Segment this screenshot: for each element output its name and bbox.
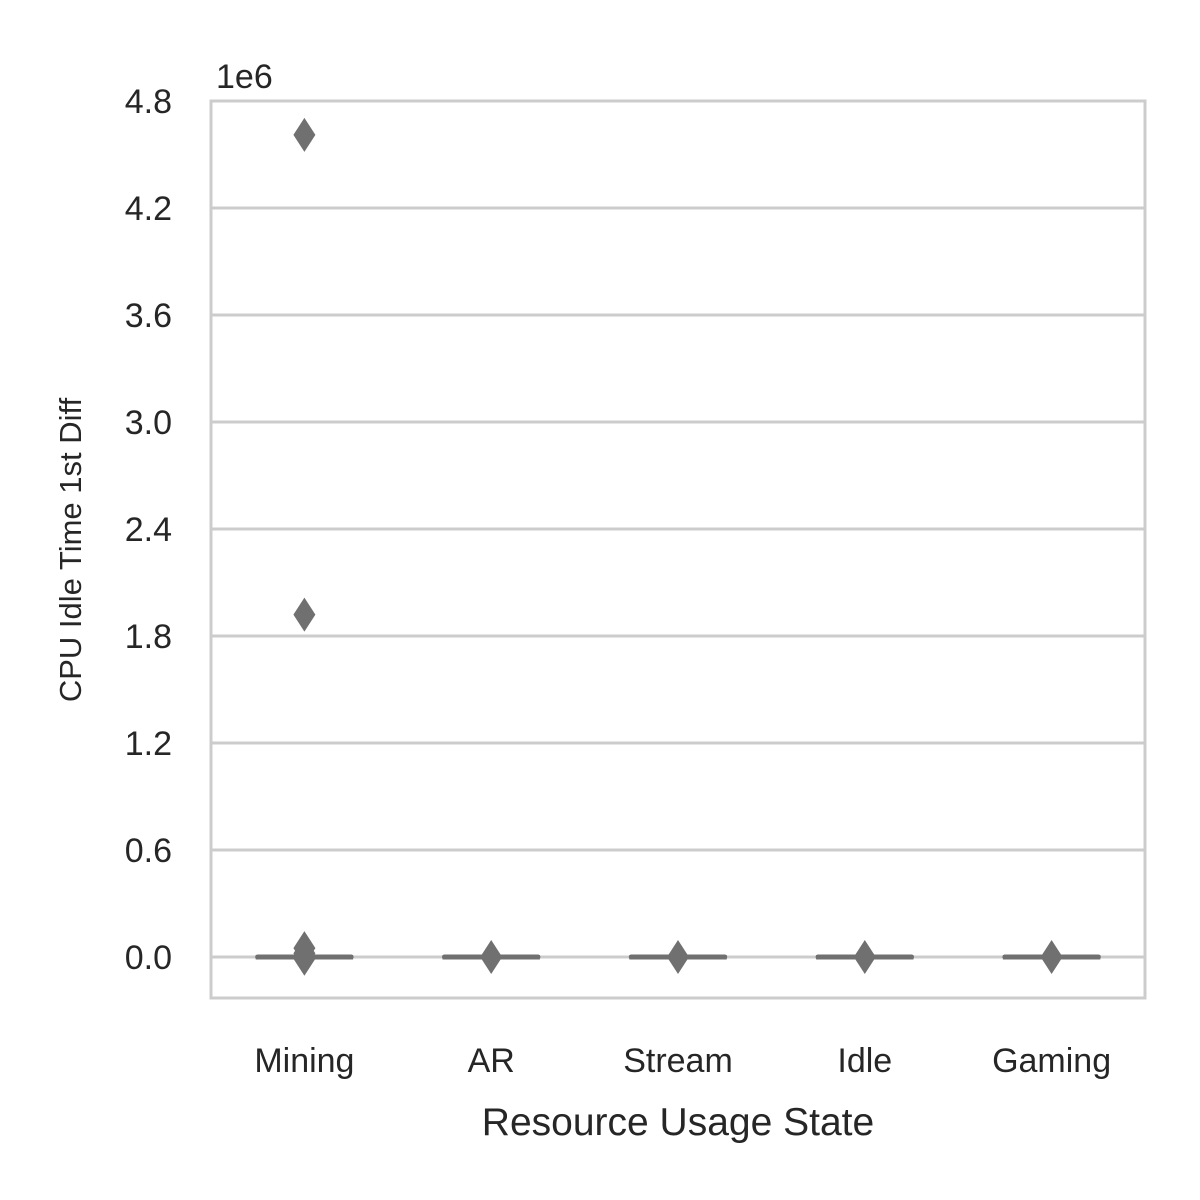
x-tick-label: Gaming xyxy=(992,1042,1111,1080)
box-ar xyxy=(442,939,541,974)
x-tick-label: AR xyxy=(468,1042,515,1080)
y-tick-label: 3.0 xyxy=(125,404,172,442)
y-axis-label: CPU Idle Time 1st Diff xyxy=(53,397,88,702)
y-tick-label: 0.0 xyxy=(125,939,172,977)
x-tick-label: Stream xyxy=(623,1042,733,1080)
x-tick-label: Idle xyxy=(837,1042,892,1080)
box-gaming xyxy=(1002,939,1101,974)
outlier-point xyxy=(293,117,316,152)
y-tick-label: 1.8 xyxy=(125,618,172,656)
plot-area xyxy=(255,117,1101,976)
outlier-point xyxy=(293,941,316,976)
box-stream xyxy=(628,939,728,974)
box-idle xyxy=(815,939,914,974)
y-tick-label: 3.6 xyxy=(125,297,172,335)
outlier-point xyxy=(667,939,689,974)
x-axis-label: Resource Usage State xyxy=(482,1101,874,1144)
outlier-point xyxy=(853,939,876,974)
y-offset-label: 1e6 xyxy=(216,58,273,96)
y-tick-label: 0.6 xyxy=(125,832,172,870)
grid-lines xyxy=(211,206,1145,959)
y-tick-label: 4.2 xyxy=(125,190,172,228)
x-axis-ticks: Mining AR Stream Idle Gaming xyxy=(254,1042,1111,1080)
plot-frame xyxy=(209,99,1147,1000)
y-tick-label: 2.4 xyxy=(125,511,172,549)
x-tick-label: Mining xyxy=(254,1042,354,1080)
outlier-point xyxy=(480,939,503,974)
y-tick-label: 4.8 xyxy=(125,83,172,121)
y-tick-label: 1.2 xyxy=(125,725,172,763)
box-mining xyxy=(255,117,354,976)
y-axis-ticks: 0.0 0.6 1.2 1.8 2.4 3.0 3.6 4.2 4.8 xyxy=(125,83,172,977)
outlier-point xyxy=(293,597,316,632)
outlier-point xyxy=(1040,939,1063,974)
